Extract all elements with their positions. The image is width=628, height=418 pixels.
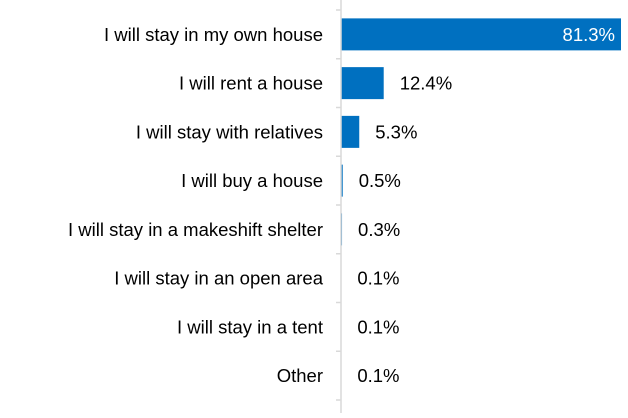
category-label: I will stay in a tent [177, 316, 323, 337]
category-label: I will stay in an open area [114, 268, 323, 289]
data-label: 0.5% [359, 170, 401, 191]
category-label: Other [277, 365, 323, 386]
data-label: 0.3% [358, 219, 400, 240]
category-label: I will rent a house [179, 73, 323, 94]
data-label: 0.1% [357, 316, 399, 337]
data-label: 12.4% [400, 73, 452, 94]
data-label: 81.3% [563, 24, 615, 45]
data-label: 0.1% [357, 268, 399, 289]
data-label: 0.1% [357, 365, 399, 386]
category-label: I will stay in my own house [104, 24, 323, 45]
bar [341, 67, 384, 99]
category-label: I will buy a house [181, 170, 323, 191]
value-labels: 81.3% 12.4% 5.3% 0.5% 0.3% 0.1% 0.1% 0.1% [357, 24, 615, 386]
data-label: 5.3% [375, 121, 417, 142]
category-label: I will stay with relatives [136, 121, 323, 142]
bar [341, 116, 359, 148]
category-label: I will stay in a makeshift shelter [68, 219, 323, 240]
category-labels: I will stay in my own house I will rent a… [68, 24, 324, 386]
